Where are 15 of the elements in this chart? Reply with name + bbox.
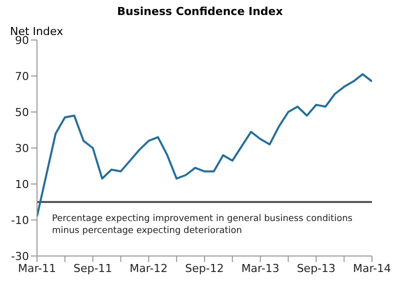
annotation: Percentage expecting improvement in general business conditions minus percentage expecting deterioration [52, 213, 354, 237]
x-tick-label: Sep-11 [73, 262, 112, 275]
chart-title: Business Confidence Index [116, 5, 284, 18]
x-tick-label: Mar-12 [130, 262, 168, 275]
y-tick-label: 70 [15, 70, 29, 83]
x-tick-label: Sep-13 [296, 262, 336, 275]
x-tick-label: Mar-13 [241, 262, 280, 275]
y-tick-label: -10 [11, 214, 29, 227]
y-tick-label: 10 [15, 178, 29, 191]
x-tick-label: Sep-12 [185, 262, 224, 275]
y-tick-label: 30 [15, 142, 29, 155]
x-tick-label: Mar-14 [352, 262, 392, 275]
y-tick-label: 50 [15, 106, 29, 119]
y-tick-label: -30 [11, 250, 29, 263]
x-tick-label: Mar-11 [18, 262, 56, 275]
